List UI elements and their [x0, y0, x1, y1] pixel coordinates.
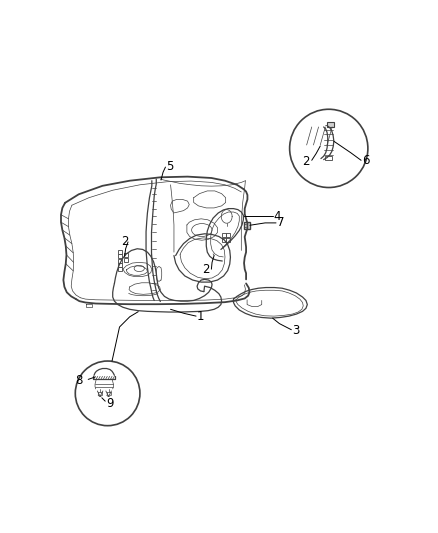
Bar [226, 238, 230, 243]
Text: 7: 7 [276, 216, 284, 229]
Bar [226, 233, 230, 237]
Bar [124, 253, 128, 257]
Bar [324, 156, 331, 159]
Bar [222, 238, 226, 243]
FancyBboxPatch shape [243, 222, 249, 229]
Bar [118, 254, 122, 259]
Bar [118, 250, 122, 254]
Text: 5: 5 [166, 160, 173, 173]
Text: 2: 2 [120, 235, 128, 248]
Bar [326, 122, 333, 127]
Text: 1: 1 [197, 310, 204, 324]
Text: 6: 6 [361, 155, 369, 167]
Text: 3: 3 [292, 324, 299, 337]
Text: 9: 9 [106, 397, 113, 410]
Text: 2: 2 [301, 156, 309, 168]
Text: 8: 8 [75, 374, 83, 387]
Text: 4: 4 [273, 210, 280, 223]
Bar [118, 259, 122, 263]
Text: 2: 2 [202, 263, 209, 276]
Bar [124, 257, 128, 262]
Bar [222, 233, 226, 237]
Bar [118, 263, 122, 267]
Bar [118, 267, 122, 271]
